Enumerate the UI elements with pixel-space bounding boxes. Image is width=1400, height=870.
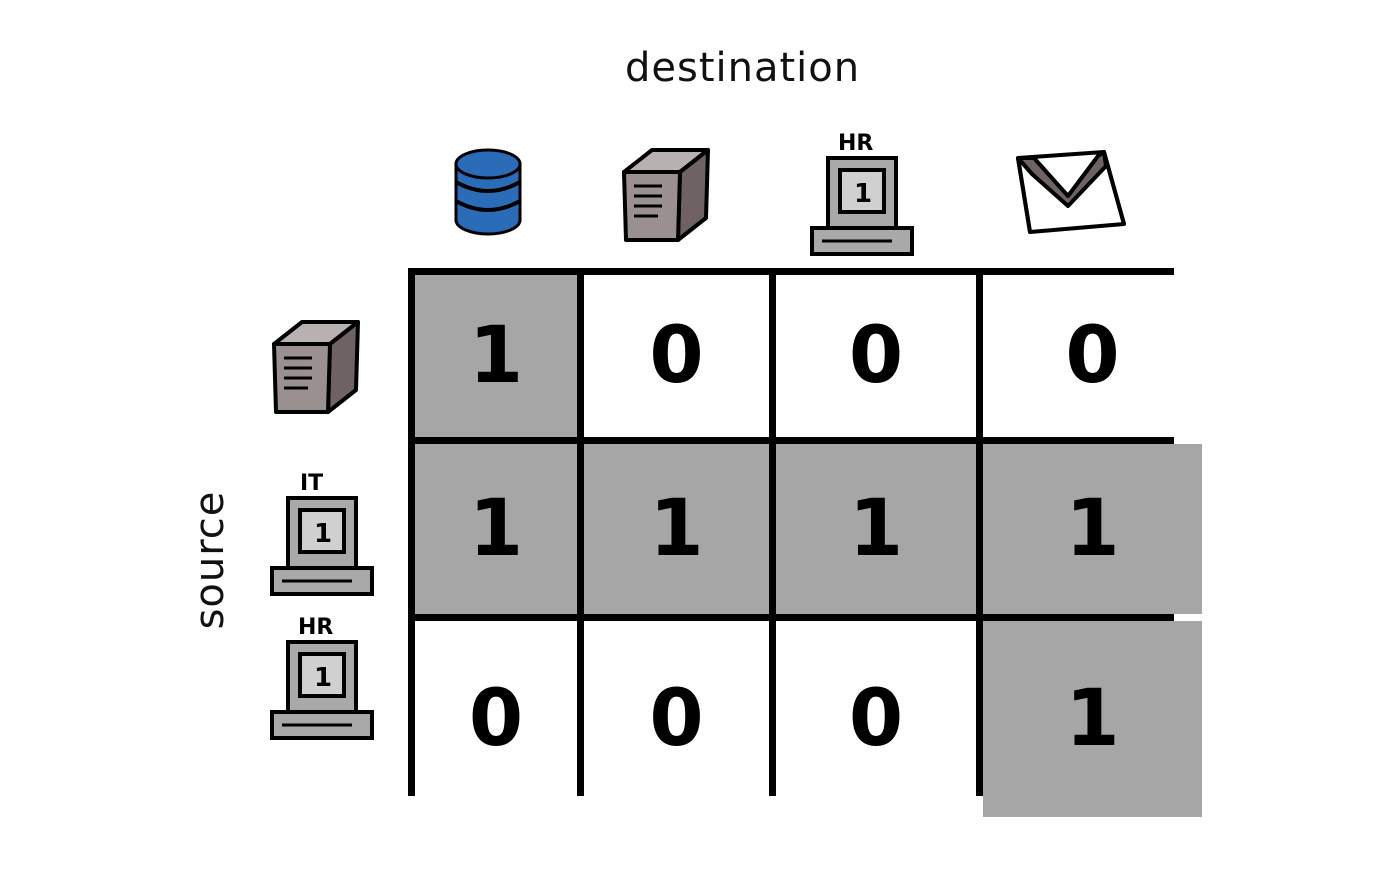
access-matrix: 1 0 0 0 1 1 1 1 0 0 0 1 [408,268,1174,796]
matrix-cell-r1-c4: 0 [983,275,1202,437]
destination-axis-label: destination [625,45,860,91]
matrix-cell-r3-c3: 0 [776,621,976,817]
source-axis-label: source [187,491,233,630]
svg-text:HR: HR [838,131,873,156]
matrix-cell-r3-c2: 0 [584,621,769,817]
matrix-cell-r2-c4: 1 [983,444,1202,614]
svg-text:1: 1 [314,663,332,693]
svg-text:IT: IT [300,471,323,496]
matrix-cell-r2-c1: 1 [415,444,577,614]
matrix-cell-r1-c2: 0 [584,275,769,437]
matrix-cell-r3-c1: 0 [415,621,577,817]
matrix-cell-r2-c2: 1 [584,444,769,614]
server-icon-row [268,312,364,416]
svg-text:1: 1 [854,179,872,209]
hr-computer-icon-row: HR 1 [268,610,376,744]
hr-computer-icon-column: HR 1 [808,126,916,260]
matrix-cell-r3-c4: 1 [983,621,1202,817]
matrix-cell-r1-c3: 0 [776,275,976,437]
svg-text:HR: HR [298,615,333,640]
server-icon [618,140,714,244]
email-envelope-icon [1012,146,1130,238]
it-computer-icon: IT 1 [268,466,376,600]
database-icon [452,146,524,238]
matrix-cell-r1-c1: 1 [415,275,577,437]
matrix-cell-r2-c3: 1 [776,444,976,614]
svg-text:1: 1 [314,519,332,549]
